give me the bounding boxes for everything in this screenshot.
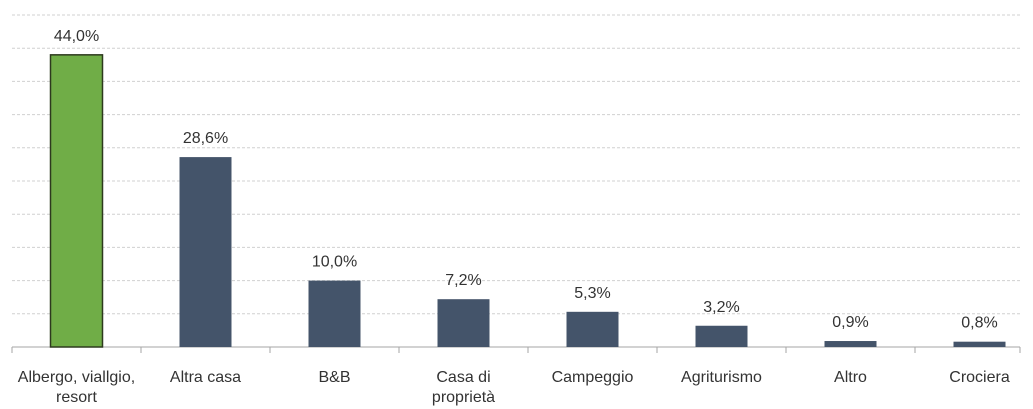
bar [179, 157, 232, 347]
value-label: 5,3% [574, 285, 610, 302]
x-tick-label: Agriturismo [681, 369, 762, 386]
bar [308, 280, 361, 347]
value-label: 44,0% [54, 28, 99, 45]
x-tick-label: Albergo, viallgio, resort [17, 369, 136, 406]
value-label: 0,9% [832, 314, 868, 331]
x-tick-label: Altra casa [169, 369, 242, 386]
bar [695, 325, 748, 347]
bar [566, 311, 619, 347]
value-label: 7,2% [445, 272, 481, 289]
x-tick-label: Crociera [949, 369, 1010, 386]
x-tick-label: Casa di proprietà [431, 369, 496, 406]
x-tick-label: B&B [318, 369, 351, 386]
value-label: 28,6% [183, 130, 228, 147]
bar [953, 341, 1006, 347]
x-tick-label: Altro [834, 369, 867, 386]
bar [824, 341, 877, 347]
bar [437, 299, 490, 347]
value-label: 3,2% [703, 299, 739, 316]
value-label: 0,8% [961, 315, 997, 332]
x-tick-label: Campeggio [551, 369, 634, 386]
bar [49, 54, 104, 348]
value-label: 10,0% [312, 254, 357, 271]
